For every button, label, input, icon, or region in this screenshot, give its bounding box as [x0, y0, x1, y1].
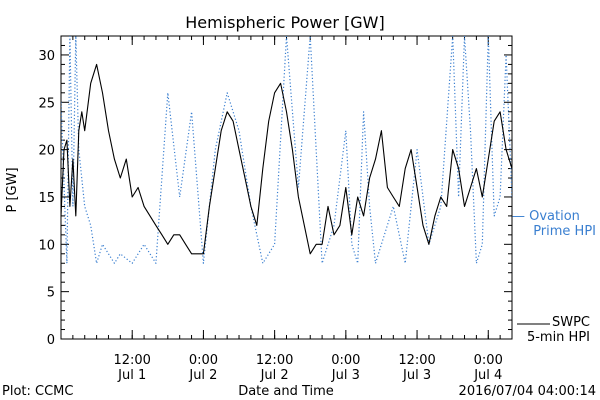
x-tick-date-label: Jul 3	[402, 368, 431, 383]
y-tick-label: 5	[47, 286, 55, 301]
y-tick-label: 10	[38, 238, 55, 253]
x-tick-date-label: Jul 2	[260, 368, 289, 383]
y-tick-label: 30	[38, 49, 55, 64]
legend-swpc-label-2: 5-min HPI	[527, 330, 590, 345]
legend-swpc-label: SWPC	[552, 315, 590, 330]
y-tick-label: 25	[38, 96, 55, 111]
y-tick-label: 0	[47, 333, 55, 348]
chart-title: Hemispheric Power [GW]	[185, 13, 384, 32]
x-tick-date-label: Jul 1	[117, 368, 146, 383]
x-axis-label: Date and Time	[238, 384, 334, 399]
x-tick-time-label: 0:00	[474, 353, 503, 368]
legend-ovation-label: — Ovation	[512, 209, 580, 224]
x-tick-time-label: 12:00	[256, 353, 293, 368]
x-tick-date-label: Jul 4	[473, 368, 502, 383]
x-tick-date-label: Jul 3	[331, 368, 360, 383]
y-tick-label: 20	[38, 144, 55, 159]
swpc-series-line	[61, 63, 512, 255]
y-tick-label: 15	[38, 191, 55, 206]
legend-ovation-label-2: Prime HPI	[533, 224, 596, 239]
x-tick-time-label: 0:00	[189, 353, 218, 368]
footer-timestamp: 2016/07/04 04:00:14	[459, 384, 596, 399]
x-tick-time-label: 12:00	[113, 353, 150, 368]
y-axis-label: P [GW]	[5, 167, 20, 212]
x-tick-time-label: 0:00	[331, 353, 360, 368]
ovation-prime-series-line	[61, 36, 512, 264]
plot-frame	[60, 35, 513, 340]
footer-plot-credit: Plot: CCMC	[2, 384, 73, 399]
x-tick-time-label: 12:00	[398, 353, 435, 368]
x-tick-date-label: Jul 2	[188, 368, 217, 383]
